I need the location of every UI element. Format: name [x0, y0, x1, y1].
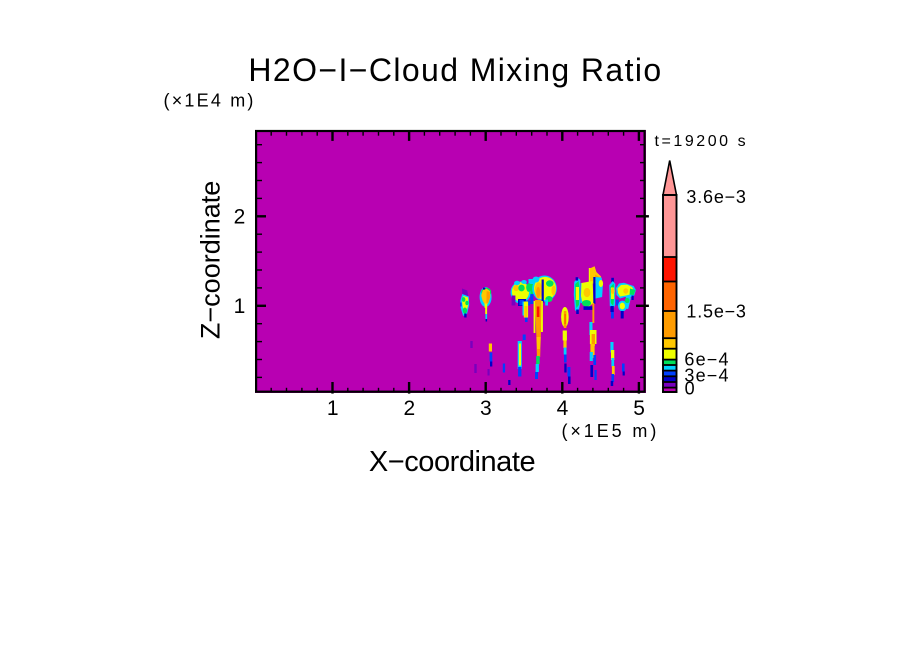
- svg-text:t=19200 s: t=19200 s: [655, 133, 749, 150]
- svg-text:4: 4: [557, 397, 569, 420]
- svg-text:2: 2: [403, 397, 415, 420]
- svg-text:(×1E4 m): (×1E4 m): [164, 91, 256, 111]
- svg-text:H2O−I−Cloud Mixing Ratio: H2O−I−Cloud Mixing Ratio: [248, 52, 662, 88]
- svg-text:6e−4: 6e−4: [684, 349, 729, 369]
- svg-text:1: 1: [327, 397, 339, 420]
- svg-text:1: 1: [234, 295, 246, 318]
- svg-text:0: 0: [685, 379, 695, 399]
- svg-text:3e−4: 3e−4: [684, 365, 729, 385]
- svg-text:2: 2: [234, 206, 246, 229]
- svg-text:3: 3: [480, 397, 492, 420]
- svg-text:(×1E5 m): (×1E5 m): [562, 421, 660, 441]
- svg-text:Z−coordinate: Z−coordinate: [196, 181, 226, 339]
- svg-text:3.6e−3: 3.6e−3: [686, 187, 746, 207]
- svg-text:5: 5: [633, 397, 645, 420]
- svg-text:X−coordinate: X−coordinate: [369, 446, 535, 478]
- svg-text:1.5e−3: 1.5e−3: [686, 301, 746, 321]
